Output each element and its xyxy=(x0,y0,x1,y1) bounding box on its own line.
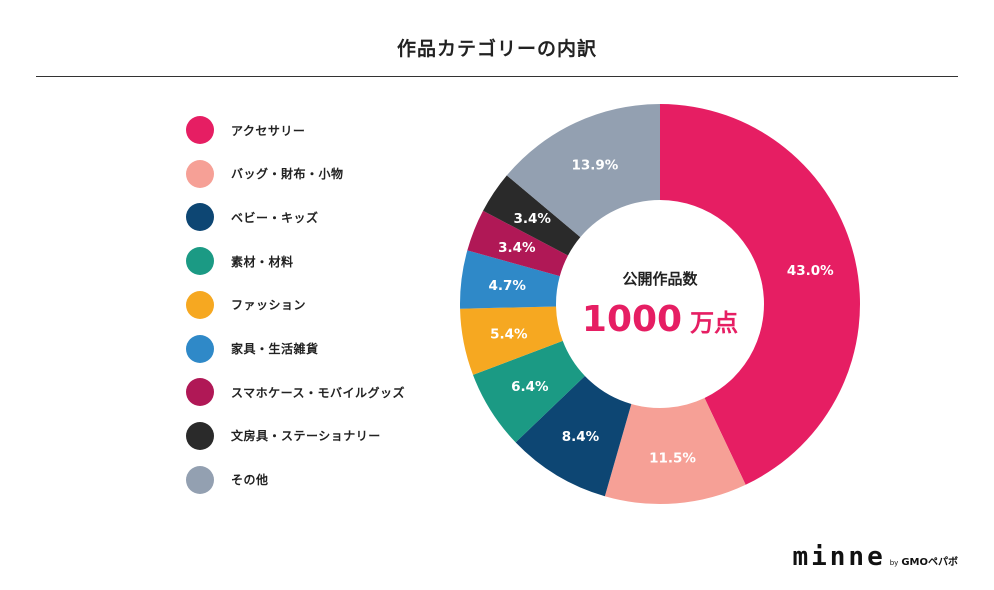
donut-slice xyxy=(460,306,563,375)
center-number: 1000 xyxy=(582,299,682,340)
legend-swatch xyxy=(186,116,214,144)
slice-value-label: 8.4% xyxy=(562,429,600,445)
legend-swatch xyxy=(186,334,214,363)
legend-swatch xyxy=(186,159,214,188)
brand-name: minne xyxy=(792,542,886,572)
legend-swatch xyxy=(186,290,214,319)
legend-label: バッグ・財布・小物 xyxy=(231,167,344,182)
center-unit: 万点 xyxy=(690,309,738,337)
center-label: 公開作品数 xyxy=(622,270,698,288)
legend-item: 素材・材料 xyxy=(186,247,294,276)
slice-value-label: 3.4% xyxy=(498,240,536,256)
brand-logo: minne by GMOペパボ xyxy=(792,542,958,572)
slice-value-label: 4.7% xyxy=(488,278,526,294)
legend-item: スマホケース・モバイルグッズ xyxy=(186,378,406,407)
legend-label: その他 xyxy=(231,473,269,488)
donut-slice xyxy=(467,210,568,277)
legend-item: バッグ・財布・小物 xyxy=(186,159,344,188)
donut-slice xyxy=(460,250,560,309)
legend-item: ファッション xyxy=(186,290,307,319)
slice-value-label: 6.4% xyxy=(511,379,549,395)
legend-swatch xyxy=(186,247,214,276)
slice-value-label: 43.0% xyxy=(787,263,834,279)
donut-slice xyxy=(515,375,632,497)
legend-swatch xyxy=(186,465,214,494)
donut-slice xyxy=(483,175,581,256)
donut-slice xyxy=(506,104,660,238)
brand-by: by xyxy=(889,559,899,567)
legend-item: ベビー・キッズ xyxy=(186,203,319,232)
legend-label: スマホケース・モバイルグッズ xyxy=(231,385,406,400)
donut-slice xyxy=(604,397,746,504)
slice-value-label: 5.4% xyxy=(490,327,528,343)
legend-label: ファッション xyxy=(231,298,307,313)
legend-item: その他 xyxy=(186,465,269,494)
slice-value-label: 13.9% xyxy=(572,157,619,173)
brand-company: GMOペパボ xyxy=(901,557,958,568)
title-divider xyxy=(36,76,958,77)
legend-label: 文房具・ステーショナリー xyxy=(231,429,381,444)
legend-swatch xyxy=(186,421,214,450)
slice-labels: 43.0% 11.5% 8.4% 6.4% 5.4% 4.7% 3.4% 3.4% 13.9% xyxy=(488,157,834,466)
legend-swatch xyxy=(186,378,214,407)
center-value: 1000 万点 xyxy=(582,299,738,340)
donut-slices xyxy=(460,104,860,504)
donut-slice xyxy=(660,104,860,485)
legend-label: 家具・生活雑貨 xyxy=(231,342,319,356)
chart-title: 作品カテゴリーの内訳 xyxy=(396,38,597,60)
slice-value-label: 11.5% xyxy=(649,450,696,466)
legend-label: 素材・材料 xyxy=(231,254,294,269)
legend-item: 文房具・ステーショナリー xyxy=(186,421,381,450)
legend-item: 家具・生活雑貨 xyxy=(186,334,319,363)
legend-swatch xyxy=(186,203,214,232)
donut-slice xyxy=(472,340,585,443)
legend-item: アクセサリー xyxy=(186,116,305,144)
slice-value-label: 3.4% xyxy=(513,211,551,227)
legend-label: ベビー・キッズ xyxy=(231,210,319,225)
legend-label: アクセサリー xyxy=(231,123,306,138)
